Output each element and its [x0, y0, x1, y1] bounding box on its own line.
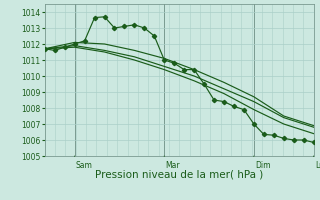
Text: Dim: Dim	[255, 161, 271, 170]
Text: Mar: Mar	[165, 161, 180, 170]
X-axis label: Pression niveau de la mer( hPa ): Pression niveau de la mer( hPa )	[95, 170, 263, 180]
Text: Lun: Lun	[315, 161, 320, 170]
Text: Sam: Sam	[76, 161, 93, 170]
